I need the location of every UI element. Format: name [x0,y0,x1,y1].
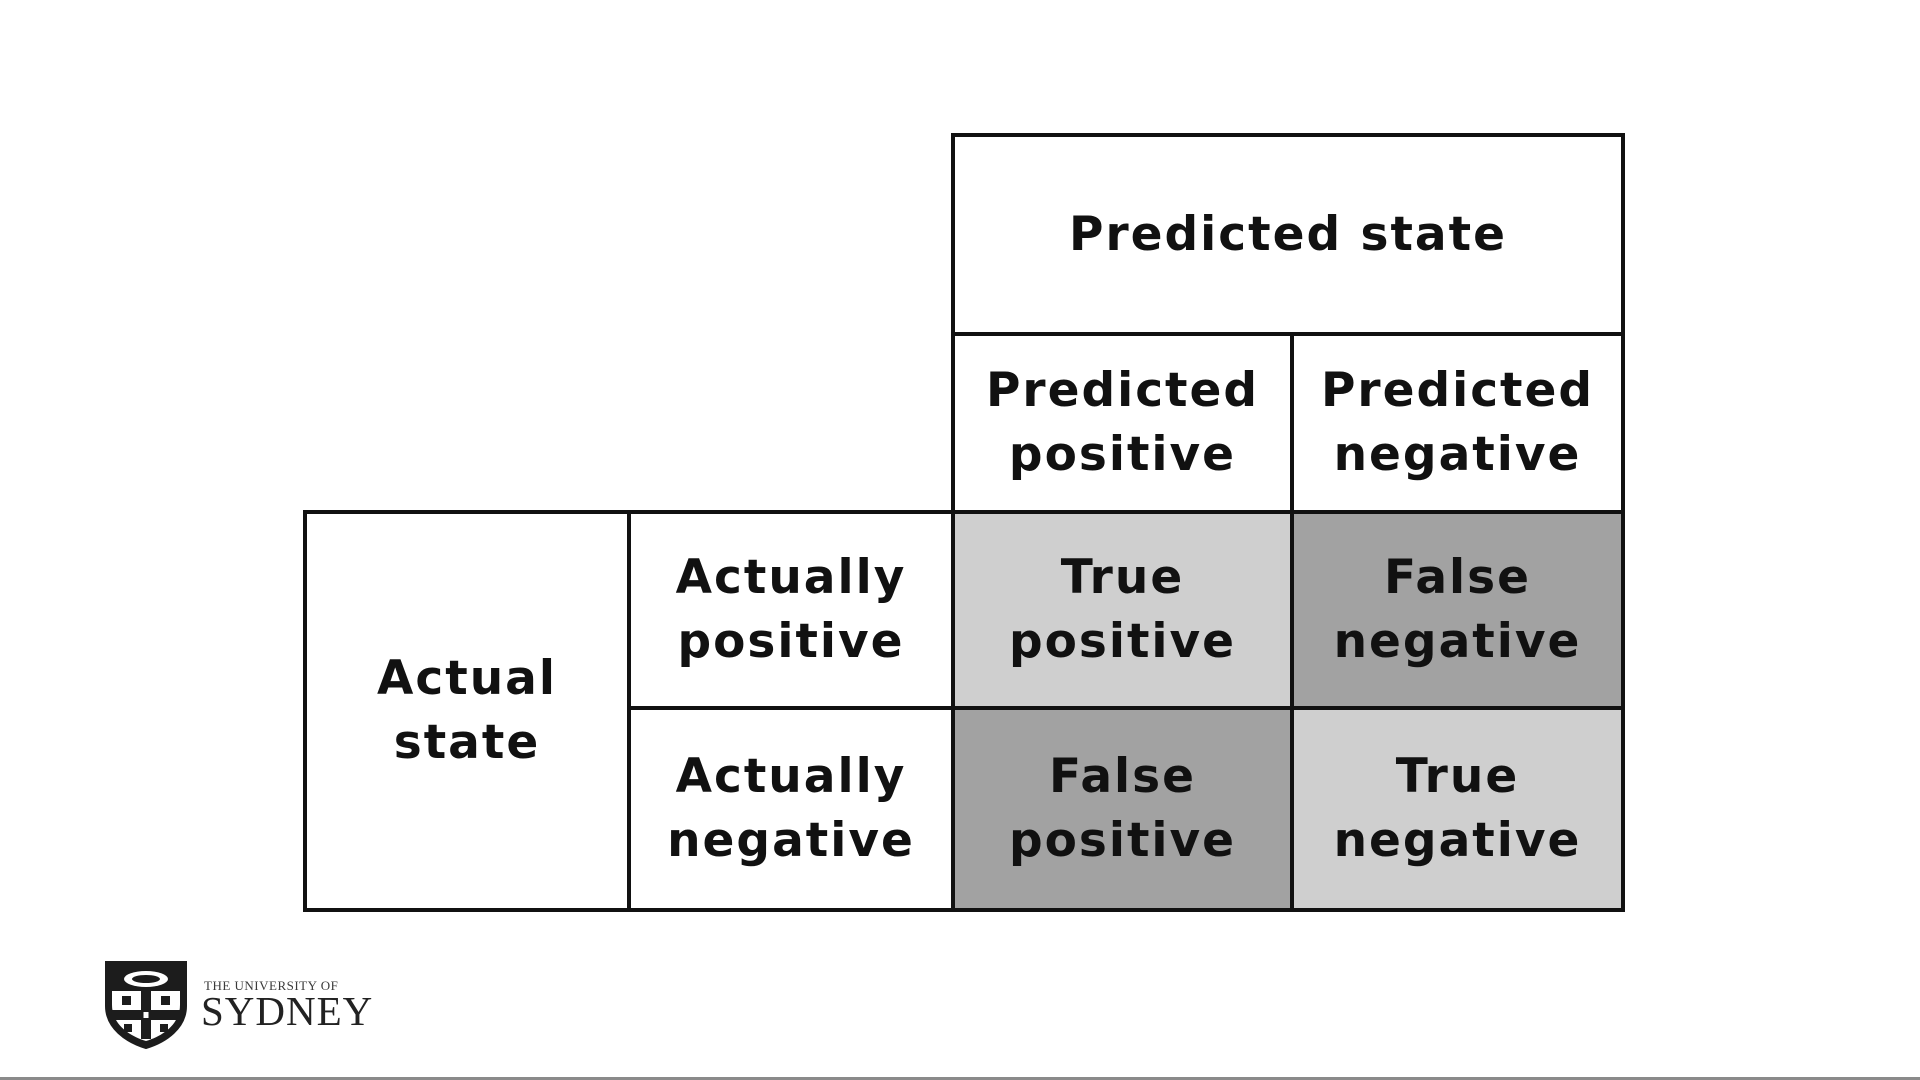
bottom-divider [0,1077,1920,1080]
predicted-negative-label: Predicted negative [1320,363,1595,482]
true-negative-label: True negative [1333,749,1582,868]
university-logo: THE UNIVERSITY OF SYDNEY [100,958,380,1050]
false-positive-cell: False positive [951,706,1294,912]
actual-state-label: Actual state [377,651,557,770]
actually-negative-header: Actually negative [627,706,955,912]
predicted-state-label: Predicted state [1069,206,1507,262]
university-crest-icon [105,961,187,1050]
predicted-negative-header: Predicted negative [1290,332,1625,514]
predicted-positive-label: Predicted positive [985,363,1260,482]
true-positive-label: True positive [1008,550,1237,669]
predicted-positive-header: Predicted positive [951,332,1294,514]
true-positive-cell: True positive [951,510,1294,710]
actually-positive-label: Actually positive [675,550,907,669]
predicted-state-header: Predicted state [951,133,1625,336]
false-negative-label: False negative [1333,550,1582,669]
logo-line-2: SYDNEY [201,988,374,1034]
actually-negative-label: Actually negative [667,749,915,868]
logo-line-1: THE UNIVERSITY OF [204,978,339,993]
false-positive-label: False positive [1008,749,1237,868]
true-negative-cell: True negative [1290,706,1625,912]
actual-state-header: Actual state [303,510,631,912]
false-negative-cell: False negative [1290,510,1625,710]
actually-positive-header: Actually positive [627,510,955,710]
